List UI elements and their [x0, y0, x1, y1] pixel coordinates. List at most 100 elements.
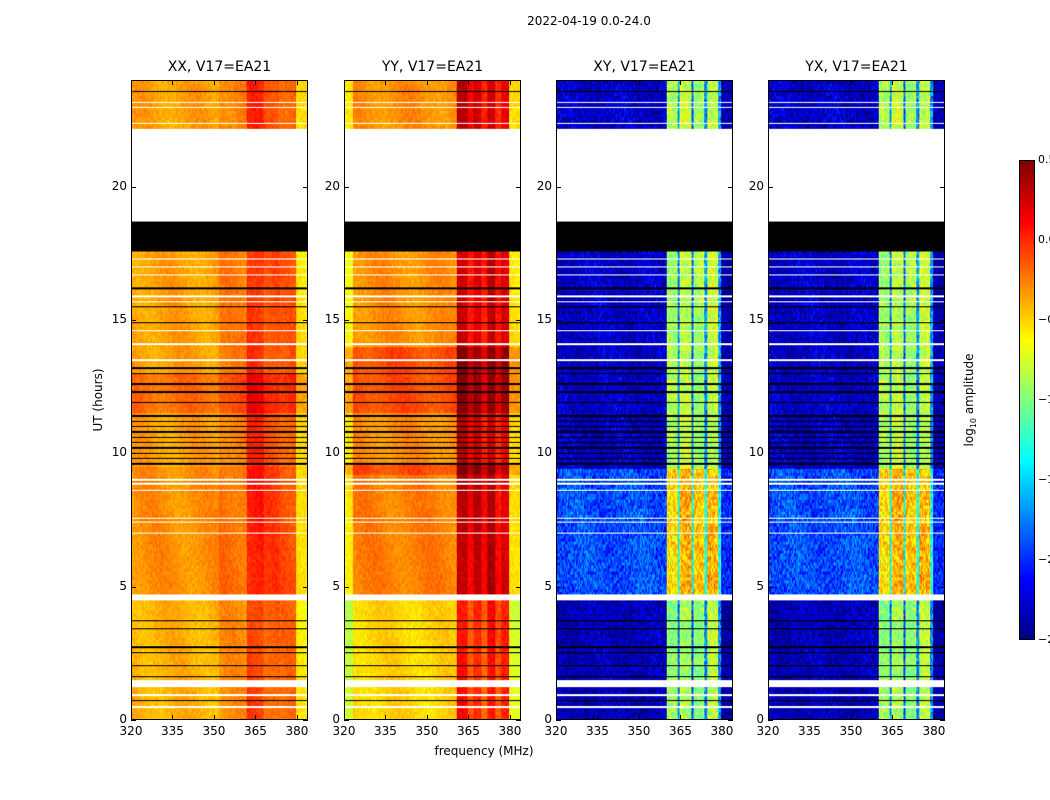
x-tick	[850, 715, 852, 720]
figure-title: 2022-04-19 0.0-24.0	[527, 14, 651, 28]
colorbar-label-main: log	[961, 428, 976, 447]
x-tick	[213, 80, 215, 85]
y-tick	[516, 186, 521, 188]
x-tick	[509, 715, 511, 720]
x-tick-label: 335	[374, 724, 397, 738]
x-tick	[255, 80, 257, 85]
colorbar-tick-label: −1.5	[1038, 473, 1050, 486]
x-tick	[556, 715, 557, 720]
x-tick	[768, 715, 769, 720]
x-tick-label: 350	[415, 724, 439, 738]
y-tick-label: 10	[748, 445, 764, 460]
y-tick	[344, 720, 349, 721]
x-tick-label: 320	[544, 724, 568, 738]
y-tick-label: 0	[332, 712, 340, 726]
y-tick-label: 5	[119, 578, 127, 593]
colorbar-label-rest: amplitude	[961, 353, 976, 418]
colorbar-tick-label: −2.5	[1038, 633, 1050, 646]
y-tick	[303, 320, 308, 321]
x-tick-label: 365	[457, 724, 480, 738]
x-tick-label: 380	[285, 724, 309, 738]
panel-title: YY, V17=EA21	[381, 59, 484, 75]
x-tick-label: 335	[586, 724, 609, 738]
panel-title: XY, V17=EA21	[593, 59, 696, 75]
y-tick-label: 15	[748, 312, 764, 326]
x-tick	[296, 80, 298, 85]
x-tick	[680, 80, 682, 85]
x-tick	[638, 715, 640, 720]
x-tick	[597, 715, 599, 720]
y-tick	[728, 186, 733, 188]
y-tick-label: 20	[111, 178, 127, 193]
y-tick	[940, 186, 945, 188]
x-tick-label: 335	[798, 724, 821, 738]
panel-title: XX, V17=EA21	[167, 59, 272, 75]
colorbar-label: log10 amplitude	[962, 354, 978, 447]
x-tick	[426, 715, 428, 720]
x-tick-label: 365	[881, 724, 904, 738]
y-tick	[344, 453, 349, 455]
panel-3-axes	[556, 80, 733, 720]
x-tick	[385, 80, 387, 85]
y-tick	[516, 586, 521, 588]
colorbar-tick-label: −2.0	[1038, 553, 1050, 566]
y-tick	[516, 320, 521, 321]
y-tick	[768, 320, 773, 321]
y-tick	[344, 586, 349, 588]
y-tick	[556, 453, 561, 455]
x-tick	[131, 80, 132, 85]
x-tick-label: 320	[756, 724, 780, 738]
y-tick-label: 20	[324, 178, 340, 193]
panel-1-axes	[131, 80, 308, 720]
y-tick	[131, 720, 136, 721]
y-tick	[940, 586, 945, 588]
y-tick	[131, 586, 136, 588]
x-tick	[850, 80, 852, 85]
x-tick-label: 350	[839, 724, 863, 738]
y-tick	[768, 186, 773, 188]
waterfall-heatmap	[345, 81, 520, 719]
y-tick	[768, 586, 773, 588]
colorbar-gradient	[1020, 161, 1034, 639]
x-tick	[344, 80, 345, 85]
colorbar	[1019, 160, 1035, 640]
x-tick	[933, 715, 935, 720]
x-tick	[255, 715, 257, 720]
y-tick	[556, 186, 561, 188]
panel-title: YX, V17=EA21	[805, 59, 908, 75]
y-tick	[768, 453, 773, 455]
y-tick-label: 15	[111, 312, 127, 326]
y-tick	[940, 453, 945, 455]
x-tick-label: 350	[627, 724, 651, 738]
y-tick-label: 0	[119, 712, 127, 726]
y-tick	[728, 586, 733, 588]
y-tick-label: 10	[324, 445, 340, 460]
panel-4-axes	[768, 80, 945, 720]
x-tick	[892, 80, 894, 85]
y-tick	[131, 186, 136, 188]
x-tick-label: 380	[922, 724, 946, 738]
y-tick	[940, 720, 945, 721]
y-tick-label: 5	[332, 578, 340, 593]
x-tick	[721, 80, 723, 85]
y-tick-label: 20	[748, 178, 764, 193]
x-tick-label: 365	[669, 724, 692, 738]
x-tick-label: 365	[244, 724, 267, 738]
y-tick	[556, 586, 561, 588]
x-tick	[597, 80, 599, 85]
y-tick	[516, 453, 521, 455]
x-tick-label: 380	[710, 724, 734, 738]
y-tick-label: 15	[536, 312, 552, 326]
x-tick-label: 380	[498, 724, 522, 738]
x-tick-label: 320	[119, 724, 143, 738]
x-tick	[933, 80, 935, 85]
y-tick-label: 5	[544, 578, 552, 593]
x-tick	[809, 715, 811, 720]
x-tick	[509, 80, 511, 85]
colorbar-label-sub: 10	[969, 417, 979, 429]
y-tick	[728, 720, 733, 721]
y-tick-label: 0	[756, 712, 764, 726]
x-tick	[385, 715, 387, 720]
waterfall-heatmap	[132, 81, 307, 719]
